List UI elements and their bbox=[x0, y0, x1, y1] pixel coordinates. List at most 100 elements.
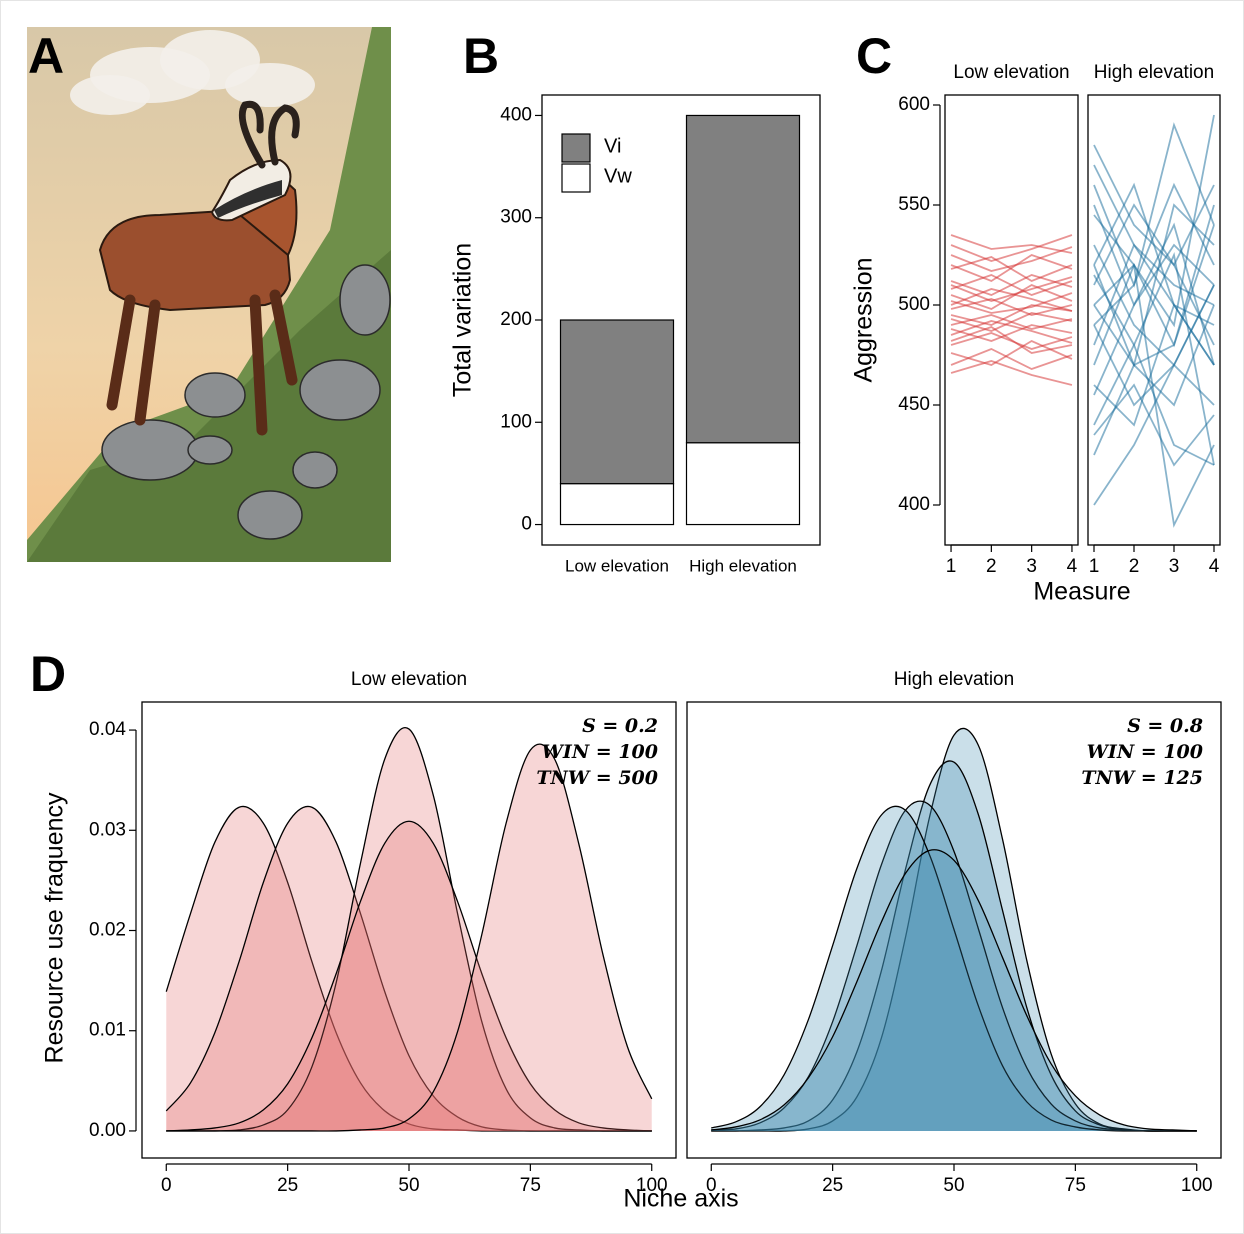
individual-line bbox=[1093, 302, 1215, 427]
rock bbox=[339, 264, 391, 336]
individual-line bbox=[1093, 214, 1215, 528]
chamois-horn bbox=[268, 104, 300, 166]
chamois-horn bbox=[238, 100, 266, 169]
rock bbox=[184, 372, 246, 418]
individual-line bbox=[950, 304, 1073, 326]
x-axis-title: Measure bbox=[1033, 578, 1130, 606]
y-axis-title: Aggression bbox=[850, 257, 878, 382]
individual-line bbox=[950, 246, 1073, 272]
x-tick-label: 1 bbox=[1089, 556, 1100, 577]
x-tick-label: 25 bbox=[822, 1175, 843, 1196]
individual-line bbox=[1093, 122, 1215, 288]
chamois-leg bbox=[249, 294, 268, 436]
density-curve bbox=[166, 743, 653, 1132]
individual-line bbox=[950, 292, 1073, 314]
bar-segment bbox=[559, 319, 675, 485]
cloud bbox=[225, 63, 315, 107]
y-axis-title: Resource use fraquency bbox=[41, 792, 69, 1063]
facet-frame bbox=[141, 701, 677, 1159]
facet-frame bbox=[1087, 94, 1221, 546]
density-area bbox=[166, 821, 652, 1131]
y-tick-label: 400 bbox=[500, 104, 532, 125]
individual-line bbox=[950, 326, 1073, 354]
facet-frame bbox=[686, 701, 1222, 1159]
individual-line bbox=[950, 320, 1073, 344]
x-tick-label: 0 bbox=[161, 1175, 172, 1196]
x-tick-label: 2 bbox=[986, 556, 997, 577]
x-tick-label: 3 bbox=[1026, 556, 1037, 577]
annotation: TNW = 500 bbox=[536, 767, 658, 789]
rock bbox=[299, 359, 381, 421]
panel-label: A bbox=[28, 28, 64, 84]
annotation: TNW = 125 bbox=[1081, 767, 1203, 789]
y-axis-title: Total variation bbox=[449, 243, 477, 397]
density-curve bbox=[711, 805, 1197, 1132]
y-tick-label: 600 bbox=[898, 94, 930, 115]
annotation: S = 0.8 bbox=[1127, 715, 1203, 737]
x-tick-label: 0 bbox=[706, 1175, 717, 1196]
facet-title: Low elevation bbox=[953, 62, 1069, 83]
facet-frame bbox=[944, 94, 1079, 546]
y-tick-label: 0.01 bbox=[89, 1020, 126, 1041]
individual-line bbox=[950, 284, 1073, 310]
bar-segment bbox=[685, 442, 801, 526]
individual-line bbox=[1093, 383, 1215, 467]
density-curve bbox=[165, 805, 652, 1132]
individual-line bbox=[950, 360, 1073, 386]
chamois-body bbox=[98, 207, 292, 312]
rock bbox=[237, 490, 303, 540]
individual-line bbox=[950, 298, 1073, 316]
density-area bbox=[166, 806, 652, 1132]
facet-title: Low elevation bbox=[351, 669, 467, 690]
y-tick-label: 550 bbox=[898, 194, 930, 215]
panel-label: B bbox=[463, 28, 499, 84]
individual-line bbox=[950, 312, 1073, 332]
x-tick-label: 25 bbox=[277, 1175, 298, 1196]
individual-line bbox=[950, 324, 1073, 342]
individual-line bbox=[950, 288, 1073, 312]
y-tick-label: 0.04 bbox=[89, 719, 126, 740]
annotation: WIN = 100 bbox=[542, 741, 658, 763]
individual-line bbox=[1093, 284, 1215, 407]
legend-label: Vw bbox=[604, 165, 632, 187]
individual-line bbox=[950, 234, 1073, 262]
chamois-mask bbox=[214, 180, 282, 218]
legend-swatch bbox=[561, 133, 591, 163]
density-area bbox=[711, 806, 1197, 1132]
y-tick-label: 400 bbox=[898, 494, 930, 515]
facet-title: High elevation bbox=[894, 669, 1014, 690]
legend-swatch bbox=[561, 163, 591, 193]
individual-line bbox=[1093, 182, 1215, 326]
x-axis-title: Niche axis bbox=[623, 1185, 738, 1213]
density-area bbox=[166, 806, 652, 1132]
x-tick-label: 1 bbox=[946, 556, 957, 577]
chamois-leg bbox=[106, 294, 136, 411]
density-curve bbox=[166, 727, 652, 1132]
individual-line bbox=[950, 339, 1073, 366]
density-area bbox=[711, 801, 1197, 1132]
y-tick-label: 200 bbox=[500, 309, 532, 330]
individual-line bbox=[950, 276, 1073, 302]
panel-label: C bbox=[856, 28, 892, 84]
density-area bbox=[166, 744, 652, 1132]
y-tick-label: 0.02 bbox=[89, 920, 126, 941]
panel-label: D bbox=[30, 646, 66, 702]
y-tick-label: 450 bbox=[898, 394, 930, 415]
density-area bbox=[166, 727, 652, 1132]
density-curve bbox=[711, 800, 1197, 1132]
individual-line bbox=[950, 274, 1073, 296]
annotation: WIN = 100 bbox=[1087, 741, 1203, 763]
density-curve bbox=[166, 820, 652, 1132]
individual-line bbox=[1093, 204, 1215, 367]
rock bbox=[101, 419, 199, 481]
density-area bbox=[711, 849, 1197, 1131]
individual-line bbox=[950, 234, 1073, 254]
y-tick-label: 100 bbox=[500, 411, 532, 432]
x-tick-label: 100 bbox=[636, 1175, 668, 1196]
x-tick-label: 50 bbox=[398, 1175, 419, 1196]
chamois-leg bbox=[269, 289, 298, 386]
density-area bbox=[711, 760, 1197, 1132]
rock bbox=[187, 435, 233, 465]
annotation: S = 0.2 bbox=[582, 715, 658, 737]
bar-segment bbox=[685, 114, 801, 444]
